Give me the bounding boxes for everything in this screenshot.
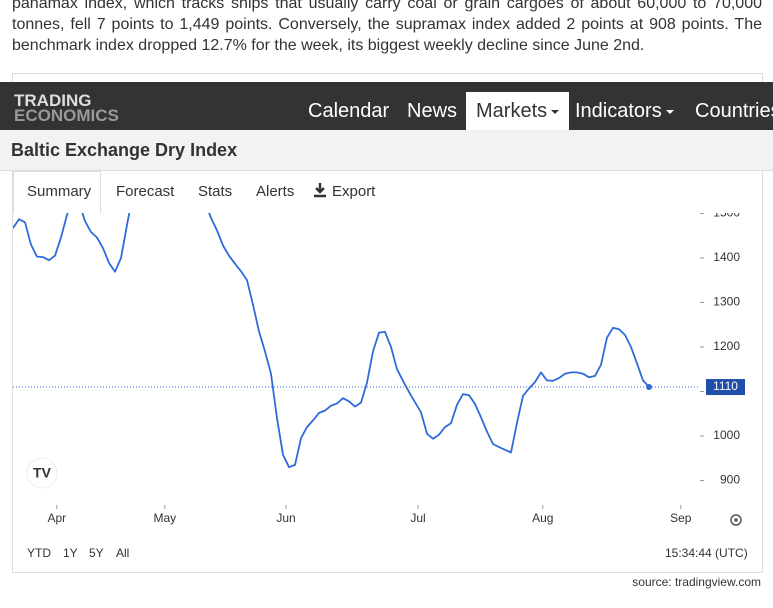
- logo-bottom[interactable]: ECONOMICS: [14, 106, 119, 125]
- nav-label: Countries: [695, 100, 773, 122]
- last-value-box: [706, 379, 745, 396]
- nav-item[interactable]: News: [397, 82, 467, 130]
- tab[interactable]: Export: [332, 183, 376, 200]
- price-line: [13, 213, 650, 469]
- nav-item[interactable]: Markets: [466, 92, 570, 130]
- widget-frame: [12, 73, 763, 573]
- tab-selected: [13, 171, 101, 213]
- x-tick-label: May: [153, 511, 176, 525]
- article-text: panamax index, which tracks ships that u…: [12, 0, 762, 54]
- tab[interactable]: Summary: [27, 183, 92, 200]
- tab[interactable]: Forecast: [116, 183, 175, 200]
- x-tick-label: Sep: [670, 511, 692, 525]
- last-value-label: 1110: [713, 379, 738, 393]
- logo-top[interactable]: TRADING: [14, 91, 92, 110]
- last-point: [646, 384, 652, 391]
- export-icon: [314, 183, 326, 198]
- settings-icon[interactable]: [730, 514, 742, 526]
- caret: [551, 109, 560, 114]
- x-tick-label: Aug: [532, 511, 553, 525]
- nav-label: News: [407, 100, 458, 122]
- tab[interactable]: Alerts: [256, 183, 295, 200]
- y-tick-label: 1000: [713, 428, 740, 442]
- navbar: TRADING ECONOMICS Calendar News Markets …: [0, 82, 773, 130]
- y-tick-label: 1400: [713, 250, 740, 264]
- range-button[interactable]: All: [116, 546, 130, 560]
- x-tick-label: Jun: [276, 511, 295, 525]
- x-tick-label: Jul: [410, 511, 425, 525]
- clock: 15:34:44 (UTC): [665, 546, 748, 560]
- svg-text:TV: TV: [33, 465, 52, 481]
- y-tick-label: 900: [720, 473, 740, 487]
- plot-area: [13, 213, 650, 469]
- y-axis: 900100011001200130014001500: [700, 206, 740, 487]
- y-tick-label: 1200: [713, 339, 740, 353]
- nav-label: Indicators: [575, 100, 662, 122]
- nav-item[interactable]: Indicators: [565, 82, 684, 130]
- nav-item[interactable]: Calendar: [298, 82, 399, 130]
- caret: [665, 109, 674, 114]
- tab[interactable]: Stats: [198, 183, 233, 200]
- nav-item[interactable]: Countries: [685, 82, 773, 130]
- range-button[interactable]: 1Y: [63, 546, 78, 560]
- tv-logo: TV: [26, 457, 58, 489]
- nav-label: Calendar: [308, 100, 390, 122]
- x-tick-label: Apr: [47, 511, 66, 525]
- range-button[interactable]: YTD: [27, 546, 51, 560]
- y-tick-label: 1300: [713, 295, 740, 309]
- source: source: tradingview.com: [632, 575, 761, 589]
- nav-label: Markets: [476, 100, 548, 122]
- y-tick-label: 1500: [713, 206, 740, 220]
- page-title: Baltic Exchange Dry Index: [11, 140, 238, 160]
- range-button[interactable]: 5Y: [89, 546, 104, 560]
- title-bar: Baltic Exchange Dry Index: [0, 130, 773, 171]
